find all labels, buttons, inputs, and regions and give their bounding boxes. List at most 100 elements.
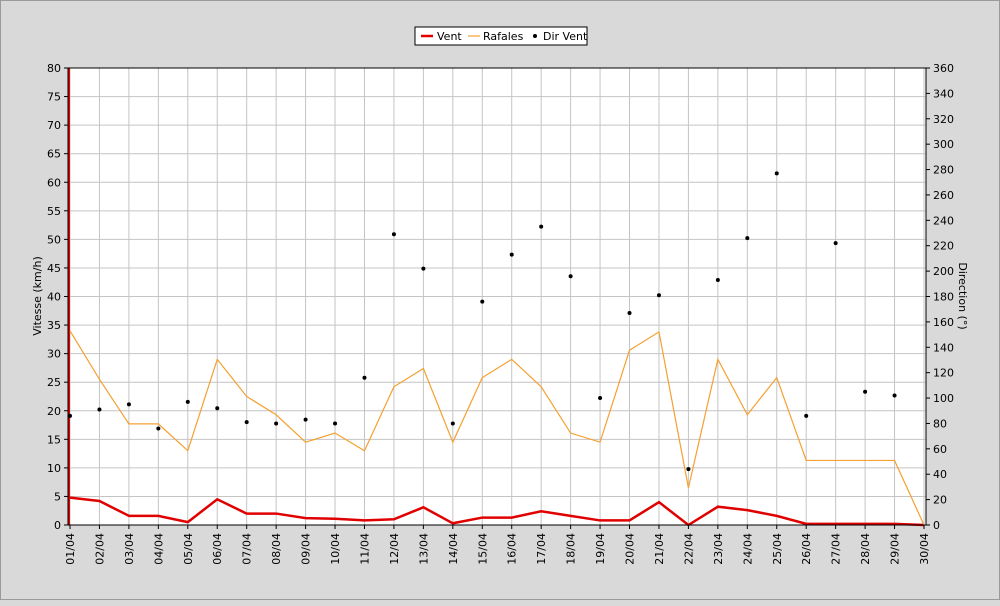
right-axis: 0 20 40 60 80 100 120 140 160 180 200 220 240 260 280 3… xyxy=(926,62,954,532)
x-tick-label: 14/04 xyxy=(447,533,460,565)
x-tick-label: 18/04 xyxy=(565,533,578,565)
y-tick-label: 70 xyxy=(47,119,61,132)
grid-lines xyxy=(68,67,926,526)
x-tick-label: 20/04 xyxy=(624,533,637,565)
x-tick-label: 25/04 xyxy=(771,533,784,565)
legend-label-dir-vent: Dir Vent xyxy=(543,30,588,43)
series-line-vent xyxy=(69,496,925,527)
x-tick-label: 28/04 xyxy=(859,533,872,565)
x-tick-label: 27/04 xyxy=(830,533,843,565)
series-layer xyxy=(68,68,925,527)
y-tick-label: 35 xyxy=(47,319,61,332)
x-tick-label: 22/04 xyxy=(682,533,695,565)
y2-tick-label: 360 xyxy=(933,62,954,75)
dir-vent-point xyxy=(274,421,279,426)
x-tick-label: 15/04 xyxy=(476,533,489,565)
y2-tick-label: 0 xyxy=(933,519,940,532)
y-tick-label: 45 xyxy=(47,262,61,275)
x-tick-label: 30/04 xyxy=(918,533,931,565)
y2-tick-label: 80 xyxy=(933,417,947,430)
y-tick-label: 55 xyxy=(47,205,61,218)
dir-vent-point xyxy=(362,375,367,380)
dir-vent-point xyxy=(421,266,426,271)
x-tick-label: 24/04 xyxy=(741,533,754,565)
x-tick-label: 13/04 xyxy=(417,533,430,565)
left-axis: 0 5 10 15 20 25 30 35 40 45 50 55 60 65 70 75 80 xyxy=(47,62,68,532)
x-tick-label: 05/04 xyxy=(182,533,195,565)
y2-tick-label: 140 xyxy=(933,341,954,354)
y2-tick-label: 20 xyxy=(933,494,947,507)
y2-tick-label: 60 xyxy=(933,443,947,456)
y2-tick-label: 220 xyxy=(933,240,954,253)
y2-tick-label: 160 xyxy=(933,316,954,329)
y2-tick-label: 260 xyxy=(933,189,954,202)
x-tick-label: 16/04 xyxy=(506,533,519,565)
x-tick-label: 09/04 xyxy=(300,533,313,565)
dir-vent-point xyxy=(686,467,691,472)
y2-tick-label: 40 xyxy=(933,468,947,481)
x-tick-label: 11/04 xyxy=(358,533,371,565)
dir-vent-point xyxy=(126,402,131,407)
dir-vent-point xyxy=(863,389,868,394)
y-tick-label: 75 xyxy=(47,91,61,104)
x-tick-label: 23/04 xyxy=(712,533,725,565)
legend: Vent Rafales Dir Vent xyxy=(414,26,588,46)
y-tick-label: 10 xyxy=(47,462,61,475)
dir-vent-point xyxy=(745,236,750,241)
y-tick-label: 50 xyxy=(47,233,61,246)
x-tick-label: 12/04 xyxy=(388,533,401,565)
dir-vent-point xyxy=(774,171,779,176)
x-tick-label: 08/04 xyxy=(270,533,283,565)
dir-vent-point xyxy=(833,241,838,246)
dir-vent-point xyxy=(391,232,396,237)
x-tick-label: 03/04 xyxy=(123,533,136,565)
y2-tick-label: 200 xyxy=(933,265,954,278)
x-tick-label: 07/04 xyxy=(241,533,254,565)
y-tick-label: 40 xyxy=(47,291,61,304)
y2-tick-label: 120 xyxy=(933,367,954,380)
x-tick-label: 10/04 xyxy=(329,533,342,565)
y-tick-label: 60 xyxy=(47,176,61,189)
y2-tick-label: 320 xyxy=(933,113,954,126)
x-tick-label: 26/04 xyxy=(800,533,813,565)
dir-vent-point xyxy=(244,420,249,425)
legend-swatch-dir-vent xyxy=(533,34,537,38)
x-tick-label: 19/04 xyxy=(594,533,607,565)
legend-label-rafales: Rafales xyxy=(483,30,524,43)
dir-vent-point xyxy=(804,413,809,418)
legend-label-vent: Vent xyxy=(437,30,462,43)
dir-vent-point xyxy=(68,413,72,418)
dir-vent-point xyxy=(656,293,661,298)
dir-vent-point xyxy=(97,407,102,412)
y2-tick-label: 300 xyxy=(933,138,954,151)
dir-vent-point xyxy=(539,224,544,229)
x-tick-label: 21/04 xyxy=(653,533,666,565)
dir-vent-point xyxy=(627,311,632,316)
x-tick-label: 29/04 xyxy=(889,533,902,565)
dir-vent-point xyxy=(215,406,220,411)
x-tick-label: 02/04 xyxy=(93,533,106,565)
dir-vent-point xyxy=(185,399,190,404)
y2-tick-label: 340 xyxy=(933,87,954,100)
dir-vent-point xyxy=(568,274,573,279)
y-axis-label: Vitesse (km/h) xyxy=(31,256,44,336)
y2-tick-label: 280 xyxy=(933,164,954,177)
y2-tick-label: 100 xyxy=(933,392,954,405)
dir-vent-point xyxy=(715,277,720,282)
x-tick-label: 01/04 xyxy=(64,533,77,565)
y2-axis-label: Direction (°) xyxy=(956,262,969,329)
y-tick-label: 80 xyxy=(47,62,61,75)
y-tick-label: 30 xyxy=(47,348,61,361)
y2-tick-label: 240 xyxy=(933,214,954,227)
dir-vent-point xyxy=(450,421,455,426)
dir-vent-point xyxy=(480,299,485,304)
dir-vent-point xyxy=(303,417,308,422)
dir-vent-point xyxy=(892,393,897,398)
y-tick-label: 0 xyxy=(54,519,61,532)
dir-vent-point xyxy=(598,396,603,401)
dir-vent-point xyxy=(156,426,161,431)
y-tick-label: 5 xyxy=(54,490,61,503)
x-tick-label: 04/04 xyxy=(152,533,165,565)
series-line-rafales xyxy=(69,330,925,526)
